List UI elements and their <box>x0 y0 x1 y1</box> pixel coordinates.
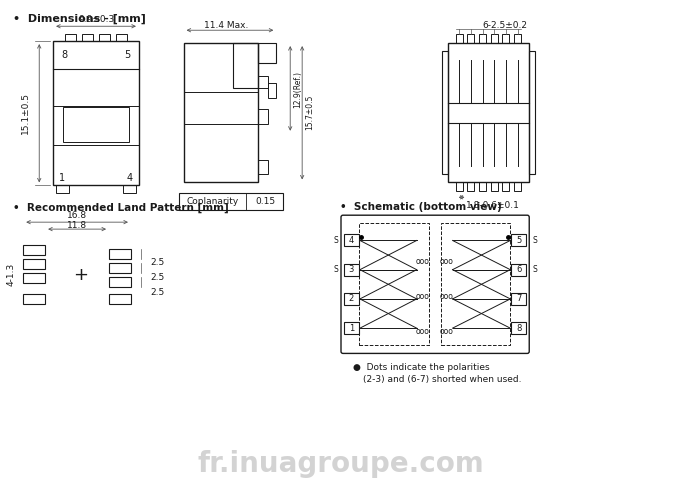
Text: 3: 3 <box>349 265 354 274</box>
Text: 16.8: 16.8 <box>67 210 87 220</box>
Bar <box>479 34 486 43</box>
Bar <box>503 182 510 192</box>
Bar <box>258 76 268 88</box>
Bar <box>23 273 45 283</box>
Bar <box>234 43 258 88</box>
Bar <box>359 223 429 346</box>
Text: 12.9(Ref.): 12.9(Ref.) <box>294 70 303 108</box>
Bar <box>514 34 521 43</box>
Text: 2.5: 2.5 <box>151 288 165 298</box>
Text: 2: 2 <box>349 294 354 304</box>
Bar <box>514 182 521 192</box>
Bar <box>479 182 486 192</box>
Bar <box>441 223 510 346</box>
Text: 4: 4 <box>127 174 133 184</box>
Bar <box>184 43 258 182</box>
Text: 2.5: 2.5 <box>151 258 165 268</box>
Bar <box>447 43 529 182</box>
Bar <box>512 264 526 276</box>
Bar <box>63 108 129 142</box>
Bar <box>258 43 276 63</box>
Text: 15.7±0.5: 15.7±0.5 <box>305 95 315 130</box>
Bar <box>179 194 283 210</box>
Bar <box>123 186 136 194</box>
Text: •  Dimensions - [mm]: • Dimensions - [mm] <box>14 14 146 24</box>
Bar <box>109 277 131 287</box>
Text: S: S <box>532 265 537 274</box>
Text: ooo: ooo <box>416 292 430 301</box>
Bar <box>99 34 110 41</box>
Bar <box>512 293 526 305</box>
Bar <box>512 234 526 246</box>
Text: ●  Dots indicate the polarities: ● Dots indicate the polarities <box>353 364 490 372</box>
Bar <box>268 83 276 98</box>
Bar <box>344 264 359 276</box>
Text: 1: 1 <box>59 174 66 184</box>
Text: 8: 8 <box>516 324 521 332</box>
Bar <box>512 322 526 334</box>
Bar <box>116 34 127 41</box>
Text: 11.4 Max.: 11.4 Max. <box>204 21 248 30</box>
Text: 11.8: 11.8 <box>67 220 87 230</box>
Text: (2-3) and (6-7) shorted when used.: (2-3) and (6-7) shorted when used. <box>363 376 521 384</box>
Bar <box>491 34 498 43</box>
Bar <box>456 34 462 43</box>
Bar <box>344 322 359 334</box>
Bar <box>56 186 69 194</box>
Bar <box>258 160 268 174</box>
Text: 4-1.3: 4-1.3 <box>7 263 16 286</box>
Text: S: S <box>333 236 338 245</box>
Bar <box>65 34 76 41</box>
Text: ooo: ooo <box>440 258 454 266</box>
Text: S: S <box>333 265 338 274</box>
Text: ooo: ooo <box>440 327 454 336</box>
Text: 2.5: 2.5 <box>151 274 165 282</box>
Bar <box>344 293 359 305</box>
Text: 6-2.5±0.2: 6-2.5±0.2 <box>482 21 527 30</box>
Bar <box>82 34 93 41</box>
Text: 4: 4 <box>349 236 354 245</box>
Bar <box>109 263 131 273</box>
Bar <box>344 234 359 246</box>
Bar <box>529 51 535 174</box>
Bar <box>491 182 498 192</box>
Text: 7: 7 <box>516 294 521 304</box>
Bar <box>23 259 45 269</box>
Text: +: + <box>74 266 89 284</box>
Text: 1.8-0.6±0.1: 1.8-0.6±0.1 <box>466 200 520 210</box>
Text: ooo: ooo <box>440 292 454 301</box>
Text: 8: 8 <box>61 50 67 60</box>
Bar <box>109 249 131 259</box>
Bar <box>258 109 268 124</box>
Text: S: S <box>532 236 537 245</box>
Bar <box>467 182 475 192</box>
Bar <box>442 51 447 174</box>
Text: •  Schematic (bottom view): • Schematic (bottom view) <box>340 202 502 212</box>
Text: 0.15: 0.15 <box>255 198 275 206</box>
Text: •  Recommended Land Pattern [mm]: • Recommended Land Pattern [mm] <box>14 202 229 212</box>
Bar <box>456 182 462 192</box>
Bar <box>467 34 475 43</box>
Text: 6: 6 <box>516 265 521 274</box>
Text: 15.1±0.5: 15.1±0.5 <box>20 92 30 134</box>
Bar <box>23 294 45 304</box>
Text: Coplanarity: Coplanarity <box>186 198 238 206</box>
Text: 5: 5 <box>124 50 131 60</box>
Text: ooo: ooo <box>416 327 430 336</box>
Bar <box>503 34 510 43</box>
Bar <box>109 294 131 304</box>
Text: 5: 5 <box>516 236 521 245</box>
Text: 9.9±0.3: 9.9±0.3 <box>78 15 114 24</box>
Bar <box>23 245 45 255</box>
Text: 1: 1 <box>349 324 354 332</box>
Text: fr.inuagroupe.com: fr.inuagroupe.com <box>197 450 484 478</box>
Text: ooo: ooo <box>416 258 430 266</box>
Bar <box>53 41 139 186</box>
